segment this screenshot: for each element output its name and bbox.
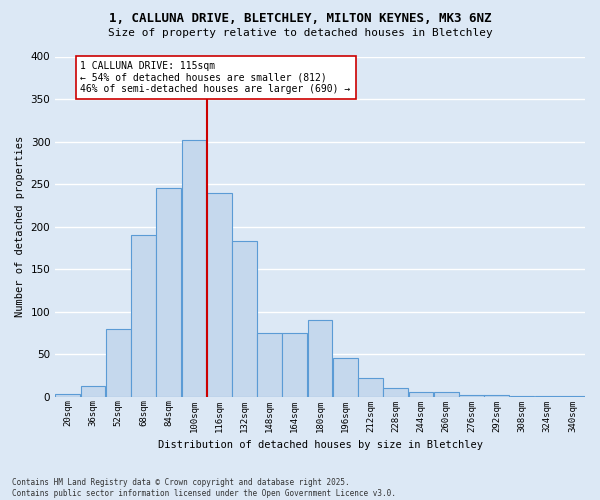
Bar [80, 386, 106, 396]
Bar [308, 320, 332, 396]
Bar [333, 358, 358, 397]
Bar [409, 392, 433, 396]
Bar [131, 235, 156, 396]
Bar [157, 188, 181, 396]
Y-axis label: Number of detached properties: Number of detached properties [15, 136, 25, 317]
Bar [434, 392, 458, 396]
Bar [207, 192, 232, 396]
Bar [232, 241, 257, 396]
Bar [283, 333, 307, 396]
X-axis label: Distribution of detached houses by size in Bletchley: Distribution of detached houses by size … [158, 440, 482, 450]
Bar [257, 333, 282, 396]
Text: Contains HM Land Registry data © Crown copyright and database right 2025.
Contai: Contains HM Land Registry data © Crown c… [12, 478, 396, 498]
Bar [106, 330, 131, 396]
Bar [358, 378, 383, 396]
Bar [459, 395, 484, 396]
Bar [383, 388, 408, 396]
Text: 1 CALLUNA DRIVE: 115sqm
← 54% of detached houses are smaller (812)
46% of semi-d: 1 CALLUNA DRIVE: 115sqm ← 54% of detache… [80, 61, 350, 94]
Bar [484, 395, 509, 396]
Bar [182, 140, 206, 396]
Text: Size of property relative to detached houses in Bletchley: Size of property relative to detached ho… [107, 28, 493, 38]
Text: 1, CALLUNA DRIVE, BLETCHLEY, MILTON KEYNES, MK3 6NZ: 1, CALLUNA DRIVE, BLETCHLEY, MILTON KEYN… [109, 12, 491, 26]
Bar [55, 394, 80, 396]
